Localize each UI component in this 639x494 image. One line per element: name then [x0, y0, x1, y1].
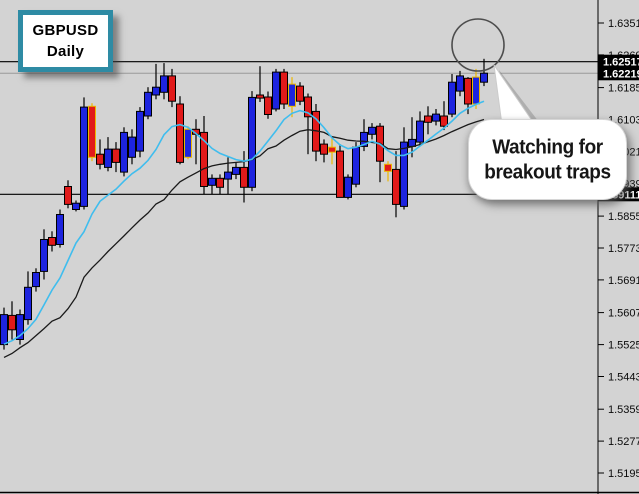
axis-tick-label[interactable]: 1.52770: [608, 436, 639, 448]
price-marker-label-resistance-level: 1.62517: [603, 57, 639, 69]
axis-tick-label[interactable]: 1.54430: [608, 372, 639, 384]
bull-candle: [408, 138, 416, 147]
axis-tick-label[interactable]: 1.56070: [608, 308, 639, 320]
bull-candle: [80, 106, 88, 207]
bear-candle: [112, 148, 120, 163]
symbol-label: GBPUSD Daily: [18, 10, 113, 72]
bull-candle: [0, 314, 8, 346]
bull-candle: [416, 120, 424, 143]
symbol-timeframe: Daily: [46, 43, 85, 60]
bear-candle: [424, 115, 432, 123]
price-marker-current-price: [598, 66, 639, 81]
bear-candle: [296, 85, 304, 102]
bull-candle: [144, 91, 152, 117]
price-marker-resistance-level: [598, 54, 639, 69]
bull-candle: [24, 286, 32, 321]
bear-candle-highlighted: [328, 146, 336, 153]
bear-candle: [96, 153, 104, 165]
bear-candle: [392, 168, 400, 205]
symbol-name: GBPUSD: [32, 22, 99, 39]
axis-tick-label[interactable]: 1.63510: [608, 18, 639, 30]
bull-candle-highlighted: [472, 76, 480, 105]
axis-tick-label[interactable]: 1.53590: [608, 404, 639, 416]
bull-candle: [128, 136, 136, 158]
bull-candle: [120, 131, 128, 173]
axis-tick-label[interactable]: 1.55250: [608, 340, 639, 352]
bear-candle: [304, 96, 312, 118]
bull-candle: [208, 177, 216, 186]
bull-candle: [352, 146, 360, 185]
bull-candle: [136, 110, 144, 152]
bear-candle: [200, 131, 208, 187]
bull-candle: [456, 75, 464, 92]
bull-candle: [56, 214, 64, 245]
axis-tick-label[interactable]: 1.57730: [608, 243, 639, 255]
fast-ma-line: [3, 100, 485, 345]
bear-candle: [240, 166, 248, 188]
bear-candle: [280, 71, 288, 105]
bear-candle: [176, 103, 184, 163]
bear-candle: [168, 75, 176, 102]
bear-candle: [336, 150, 344, 198]
bull-candle: [104, 148, 112, 168]
bull-candle: [400, 141, 408, 207]
bubble-text-line1: Watching for: [492, 135, 603, 159]
bubble-text-line2: breakout traps: [484, 160, 611, 184]
bull-candle-highlighted: [288, 83, 296, 107]
bull-candle: [368, 126, 376, 135]
bear-candle: [320, 143, 328, 155]
bear-candle-highlighted: [88, 105, 96, 158]
bull-candle: [448, 81, 456, 115]
bull-candle: [32, 272, 40, 288]
bull-candle: [152, 86, 160, 96]
axis-tick-label[interactable]: 1.51950: [608, 468, 639, 480]
bear-candle: [216, 177, 224, 188]
axis-tick-label[interactable]: 1.56910: [608, 275, 639, 287]
bear-candle-highlighted: [384, 163, 392, 172]
bull-candle-highlighted: [184, 128, 192, 158]
bear-candle: [440, 115, 448, 127]
bear-candle: [64, 186, 72, 205]
bull-candle: [16, 314, 24, 341]
bull-candle: [272, 71, 280, 110]
bull-candle: [432, 113, 440, 122]
price-marker-label-current-price: 1.62219: [603, 68, 639, 80]
bear-candle: [8, 314, 16, 331]
bear-candle: [256, 94, 264, 99]
bull-candle: [72, 202, 80, 210]
axis-tick-label[interactable]: 1.58550: [608, 211, 639, 223]
bear-candle: [464, 77, 472, 105]
bull-candle: [232, 166, 240, 175]
bull-candle: [480, 72, 488, 83]
bull-candle: [40, 239, 48, 272]
bull-candle: [344, 176, 352, 198]
annotation-bubble[interactable]: Watching for breakout traps: [468, 119, 627, 200]
bull-candle: [160, 75, 168, 93]
bear-candle: [48, 237, 56, 246]
axis-tick-label[interactable]: 1.61850: [608, 83, 639, 95]
bull-candle: [224, 171, 232, 180]
bull-candle: [248, 96, 256, 188]
bull-candle: [360, 131, 368, 147]
bear-candle: [264, 96, 272, 115]
